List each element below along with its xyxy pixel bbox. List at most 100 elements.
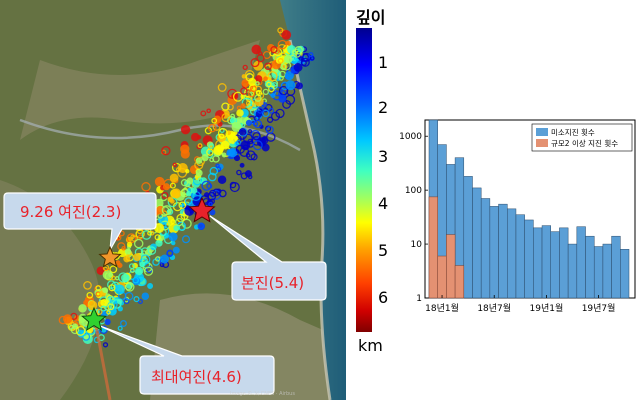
epicenter-dot xyxy=(137,299,143,305)
epicenter-dot xyxy=(124,248,132,255)
epicenter-dot xyxy=(186,191,192,197)
epicenter-dot xyxy=(295,82,303,90)
epicenter-dot xyxy=(218,189,227,198)
callout-label-mainshock: 본진(5.4) xyxy=(241,274,304,292)
epicenter-dot xyxy=(75,325,86,336)
epicenter-dot xyxy=(161,205,172,216)
valley-farmland xyxy=(20,40,260,140)
epicenter-dot xyxy=(294,46,303,55)
y-tick-label: 1 xyxy=(416,294,422,304)
epicenter-dot xyxy=(96,308,103,315)
bars-layer xyxy=(428,119,630,299)
earthquake-epicenters xyxy=(58,27,315,348)
epicenter-dot xyxy=(197,222,206,231)
colorbar-title: 깊이 xyxy=(356,8,386,27)
epicenter-dot xyxy=(114,284,125,295)
epicenter-dot xyxy=(256,106,264,114)
epicenter-dot xyxy=(203,192,210,198)
epicenter-dot xyxy=(117,262,123,268)
epicenter-dot xyxy=(215,163,220,169)
epicenter-dot xyxy=(242,64,248,71)
epicenter-dot xyxy=(255,110,263,118)
colorbar-tick: 6 xyxy=(378,288,389,307)
colorbar-tick: 4 xyxy=(378,194,389,213)
callout-max-aftershock: 최대여진(4.6) xyxy=(99,325,275,395)
epicenter-dot xyxy=(217,175,227,185)
epicenter-dot xyxy=(206,108,212,114)
epicenter-dot xyxy=(278,75,284,81)
colorbar-tick: 3 xyxy=(378,147,389,166)
y-tick-label: 10 xyxy=(411,240,423,250)
svg-text:Image © ℳ CNES · Airbus: Image © ℳ CNES · Airbus xyxy=(230,390,295,397)
epicenter-dot xyxy=(209,166,219,176)
colorbar-tick: 1 xyxy=(378,53,389,72)
epicenter-dot xyxy=(268,107,275,114)
x-tick-label: 18년1월 xyxy=(425,302,459,314)
epicenter-dot xyxy=(285,80,296,91)
bar-micro xyxy=(541,225,551,299)
bar-micro xyxy=(567,243,578,299)
epicenter-dot xyxy=(248,90,256,98)
epicenter-dot xyxy=(308,52,314,58)
legend: 미소지진 횟수 규모2 이상 지진 횟수 xyxy=(531,123,633,152)
epicenter-dot xyxy=(279,63,287,70)
epicenter-dot xyxy=(169,173,179,183)
epicenter-dot xyxy=(175,167,181,172)
epicenter-dot xyxy=(263,76,268,82)
epicenter-dot xyxy=(195,157,203,164)
epicenter-dot xyxy=(126,233,137,244)
epicenter-dot xyxy=(262,88,269,96)
x-tick-label: 19년7월 xyxy=(582,302,616,314)
x-tick-label: 18년7월 xyxy=(477,302,511,314)
epicenter-dot xyxy=(287,45,296,54)
epicenter-dot xyxy=(213,145,224,156)
x-axis: 18년1월 18년7월 19년1월 19년7월 xyxy=(425,295,615,314)
epicenter-dot xyxy=(161,146,171,156)
epicenter-dot xyxy=(135,266,144,276)
epicenter-dot xyxy=(181,235,191,244)
bar-micro xyxy=(585,235,595,299)
epicenter-dot xyxy=(201,154,209,162)
legend-swatch-micro xyxy=(536,128,548,136)
epicenter-dot xyxy=(167,196,174,203)
epicenter-dot xyxy=(245,150,256,161)
bar-micro xyxy=(472,187,482,299)
epicenter-dot xyxy=(261,143,270,152)
epicenter-dot xyxy=(78,304,87,313)
epicenter-dot xyxy=(240,103,246,109)
epicenter-dot xyxy=(250,153,258,161)
epicenter-dot xyxy=(227,88,238,99)
epicenter-dot xyxy=(108,272,113,278)
epicenter-dot xyxy=(201,180,212,191)
epicenter-dot xyxy=(247,129,253,134)
bar-micro xyxy=(559,227,569,299)
epicenter-dot xyxy=(109,265,118,274)
epicenter-dot xyxy=(254,97,264,107)
bar-m2 xyxy=(428,196,438,299)
bar-m2 xyxy=(446,234,456,299)
epicenter-dot xyxy=(141,182,151,192)
epicenter-dot xyxy=(174,217,184,227)
epicenter-dot xyxy=(155,239,163,247)
epicenter-dot xyxy=(208,123,217,133)
epicenter-dot xyxy=(147,283,154,289)
epicenter-dot xyxy=(245,73,254,82)
epicenter-dot xyxy=(240,87,248,95)
epicenter-dot xyxy=(190,187,198,194)
sea xyxy=(280,0,346,400)
depth-colorbar: 깊이 1 2 3 4 5 6 km xyxy=(346,0,400,400)
epicenter-dot xyxy=(239,162,245,168)
epicenter-dot xyxy=(123,255,131,263)
epicenter-dot xyxy=(281,30,292,40)
epicenter-dot xyxy=(256,90,263,97)
epicenter-dot xyxy=(62,314,73,324)
epicenter-dot xyxy=(147,246,157,255)
epicenter-dot xyxy=(166,249,174,257)
epicenter-dot xyxy=(251,44,262,55)
epicenter-dot xyxy=(197,143,203,149)
epicenter-dot xyxy=(220,140,230,150)
epicenter-dot xyxy=(139,261,146,268)
colorbar-tick: 5 xyxy=(378,241,389,260)
epicenter-dot xyxy=(140,254,151,265)
epicenter-dot xyxy=(70,325,80,335)
